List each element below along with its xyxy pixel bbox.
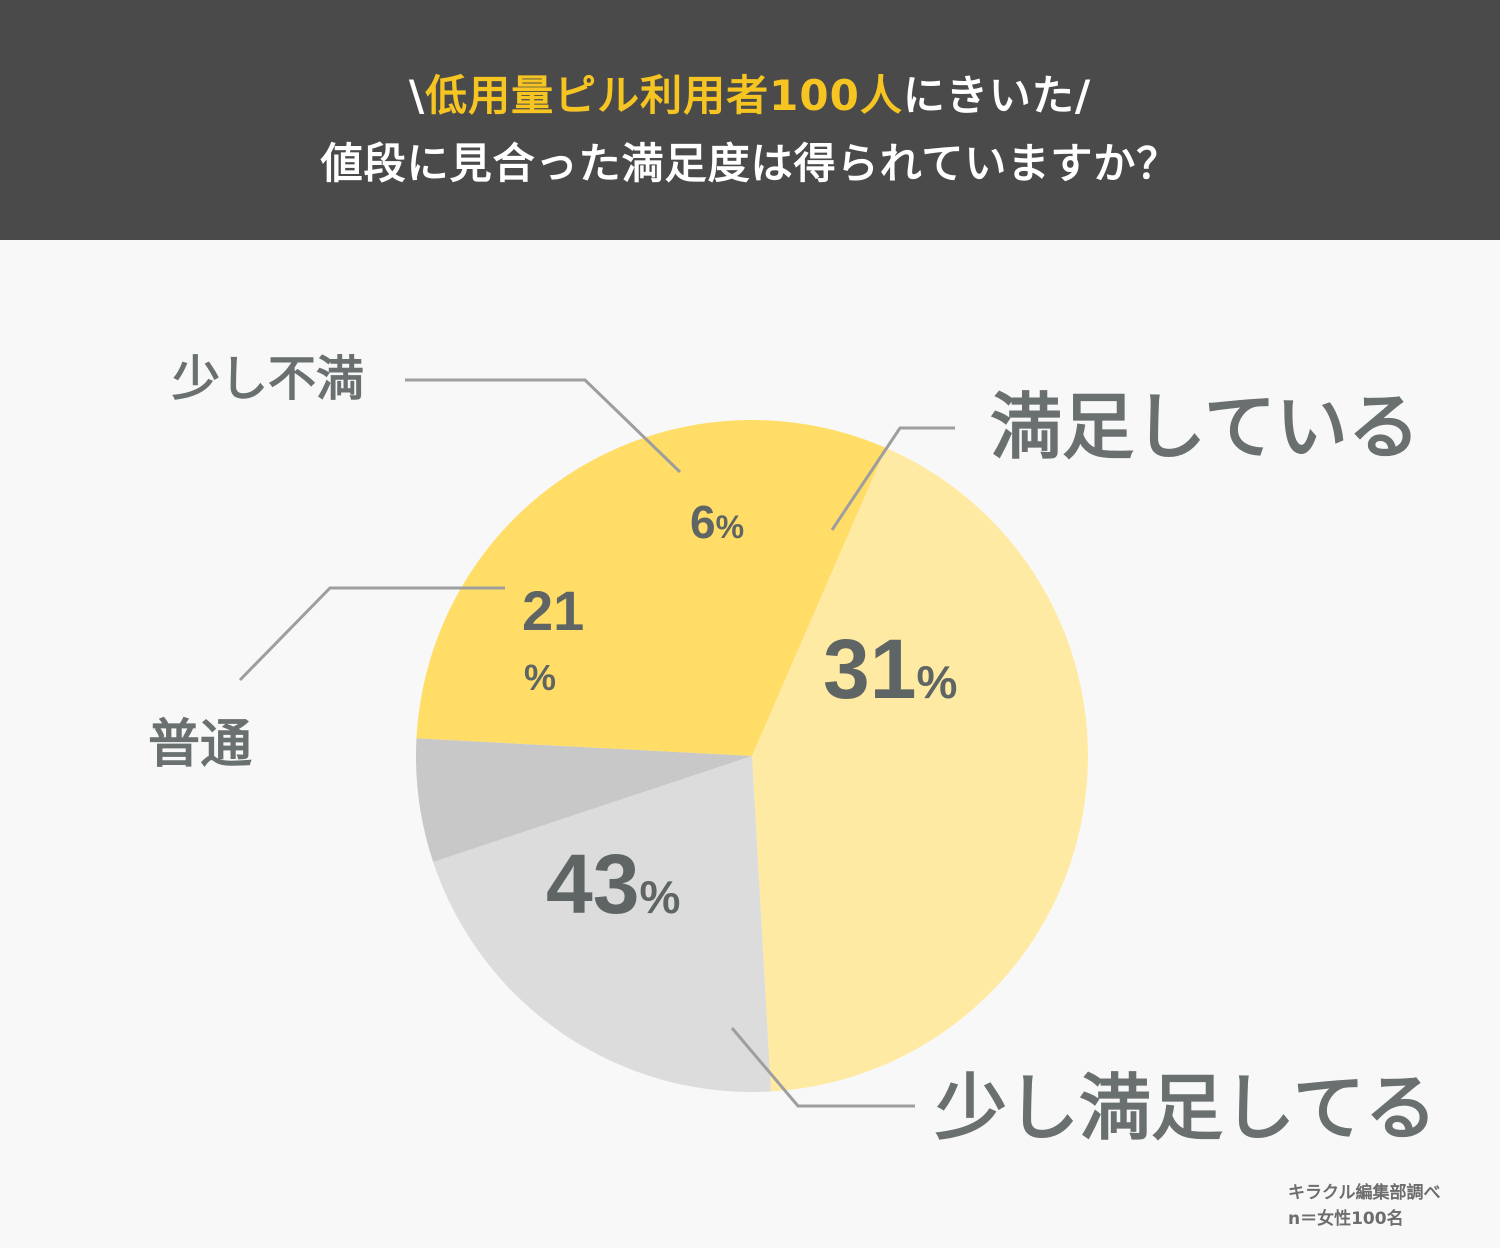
source-note: キラクル編集部調べ n＝女性100名 bbox=[1288, 1180, 1441, 1232]
survey-subtitle: \低用量ピル利用者100人にきいた/ bbox=[0, 62, 1500, 123]
slice-label-3: 普通 bbox=[148, 715, 252, 775]
slice-label-4: 少し不満 bbox=[172, 351, 364, 407]
highlight-text: 低用量ピル利用者100人 bbox=[425, 71, 903, 120]
chart-title: 値段に見合った満足度は得られていますか？ bbox=[320, 139, 1180, 188]
header-banner: \低用量ピル利用者100人にきいた/ 値段に見合った満足度は得られていますか？ bbox=[0, 0, 1500, 240]
source-line-1: キラクル編集部調べ bbox=[1288, 1183, 1441, 1203]
pie-slice-1 bbox=[416, 420, 886, 756]
leader-line-4 bbox=[405, 378, 682, 474]
pie-slices bbox=[416, 420, 1088, 1092]
pie-slice-2 bbox=[752, 447, 1088, 1092]
value-label-1: 31% bbox=[823, 622, 957, 716]
pie-slice-3 bbox=[433, 756, 771, 1092]
pie-slice-4 bbox=[416, 738, 752, 862]
leader-line-3 bbox=[238, 586, 505, 682]
leader-line-2 bbox=[730, 1027, 915, 1108]
leader-lines bbox=[238, 378, 955, 1108]
value-labels: 31% 43% 21 % 6% bbox=[522, 496, 957, 931]
slice-label-1: 満足している bbox=[990, 385, 1420, 469]
source-line-2: n＝女性100名 bbox=[1288, 1209, 1404, 1229]
leader-line-1 bbox=[830, 426, 955, 531]
slice-label-2: 少し満足してる bbox=[935, 1066, 1437, 1150]
subtitle-suffix: にきいた bbox=[902, 71, 1075, 120]
value-label-2: 43% bbox=[546, 837, 680, 931]
value-label-4: 6% bbox=[690, 496, 744, 548]
slash-close: / bbox=[1074, 71, 1092, 120]
slash-open: \ bbox=[408, 71, 426, 120]
value-label-3: 21% bbox=[522, 579, 584, 698]
